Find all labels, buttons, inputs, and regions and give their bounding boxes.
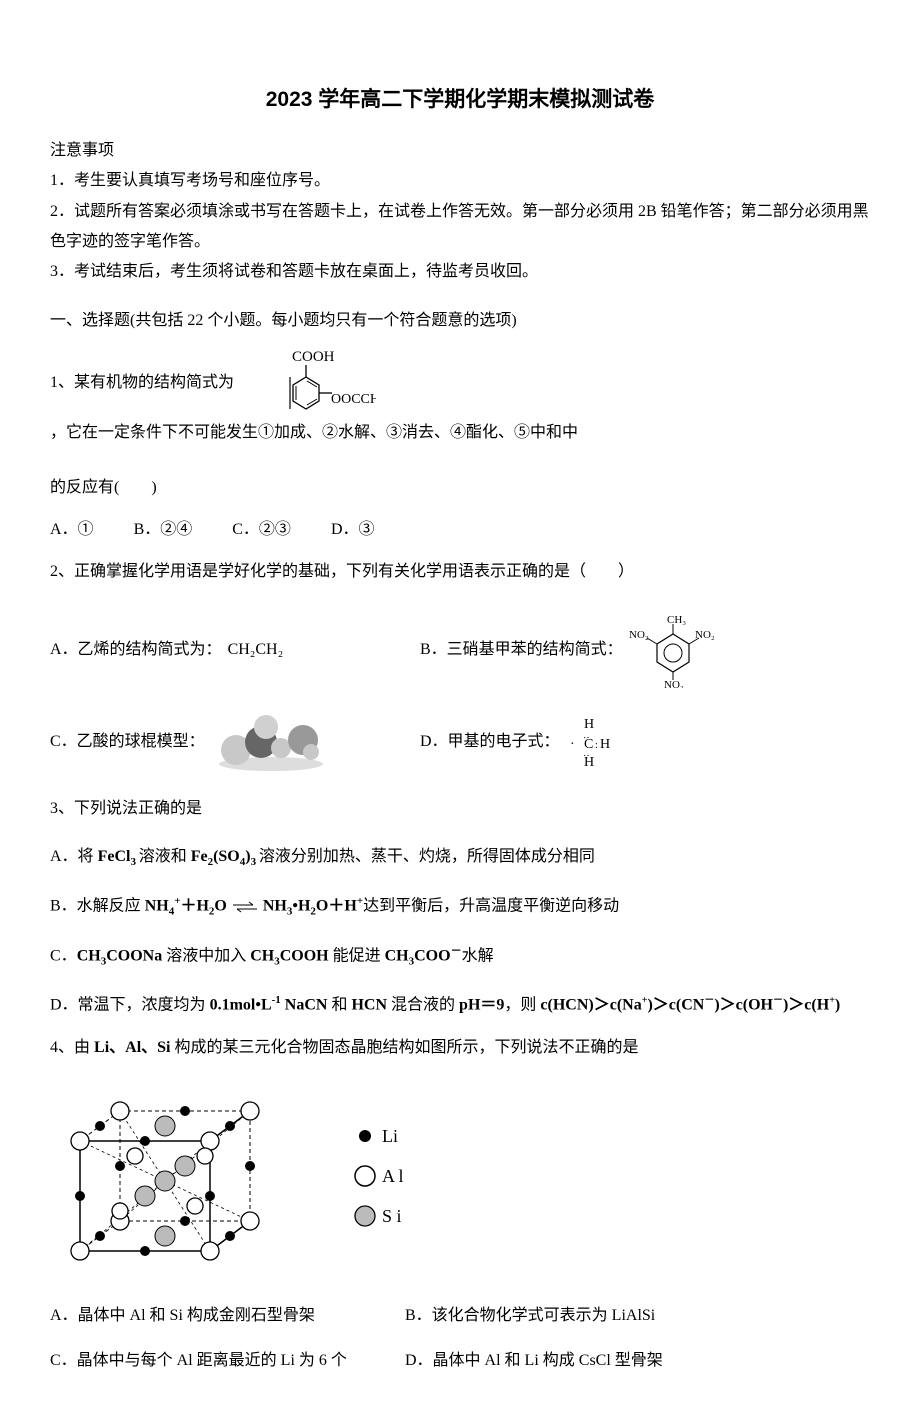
ball-stick-model-icon bbox=[211, 712, 331, 772]
q2-c-label: C．乙酸的球棍模型： bbox=[50, 727, 205, 757]
notice-header: 注意事项 bbox=[50, 136, 870, 166]
q4-stem-post: 构成的某三元化合物固态晶胞结构如图所示，下列说法不正确的是 bbox=[170, 1039, 638, 1056]
question-1: 1、某有机物的结构简式为 COOH OOCCH₃ ，它在一定条件下不可能发生①加… bbox=[50, 348, 870, 545]
svg-text:H: H bbox=[584, 755, 594, 768]
svg-text:CH₃: CH₃ bbox=[667, 614, 686, 626]
q2-d-label: D．甲基的电子式： bbox=[420, 727, 560, 757]
q1-opt-a: A．① bbox=[50, 515, 94, 545]
cooh-label: COOH bbox=[292, 349, 335, 365]
q4-stem-pre: 4、由 bbox=[50, 1039, 94, 1056]
legend-al: A l bbox=[382, 1166, 404, 1186]
q3-opt-d: D．常温下，浓度均为 0.1mol•L-1 NaCN 和 HCN 混合液的 pH… bbox=[50, 990, 870, 1021]
q3-opt-c: C．CH3COONa 溶液中加入 CH3COOH 能促进 CH3COO－水解 bbox=[50, 941, 870, 972]
page-title: 2023 学年高二下学期化学期末模拟测试卷 bbox=[50, 80, 870, 120]
svg-text:NO₂: NO₂ bbox=[695, 629, 715, 641]
svg-text:NO₂: NO₂ bbox=[664, 679, 684, 688]
q2-a-label: A．乙烯的结构简式为： bbox=[50, 635, 222, 665]
question-2: 2、正确掌握化学用语是学好化学的基础，下列有关化学用语表示正确的是（ ） A．乙… bbox=[50, 557, 870, 771]
q4-opt-a: A．晶体中 Al 和 Si 构成金刚石型骨架 bbox=[50, 1307, 315, 1324]
svg-text:·: · bbox=[570, 737, 575, 752]
notice-2: 2．试题所有答案必须填涂或书写在答题卡上，在试卷上作答无效。第一部分必须用 2B… bbox=[50, 197, 870, 258]
notice-1: 1．考生要认真填写考场号和座位序号。 bbox=[50, 166, 870, 196]
notice-3: 3．考试结束后，考生须将试卷和答题卡放在桌面上，待监考员收回。 bbox=[50, 257, 870, 287]
equilibrium-icon bbox=[231, 898, 259, 915]
svg-text:NO₂: NO₂ bbox=[629, 629, 649, 641]
q1-stem-c: 的反应有( ) bbox=[50, 473, 870, 503]
q1-opt-c: C．②③ bbox=[232, 515, 291, 545]
question-3: 3、下列说法正确的是 A．将 FeCl3 溶液和 Fe2(SO4)3 溶液分别加… bbox=[50, 794, 870, 1021]
oocch3-label: OOCCH₃ bbox=[331, 392, 376, 407]
crystal-cell-icon bbox=[50, 1081, 300, 1281]
q3-opt-b: B．水解反应 NH4+＋H2O NH3•H2O＋H+达到平衡后，升高温度平衡逆向… bbox=[50, 891, 870, 922]
q2-stem: 2、正确掌握化学用语是学好化学的基础，下列有关化学用语表示正确的是（ ） bbox=[50, 557, 870, 587]
crystal-legend: Li A l S i bbox=[350, 1116, 440, 1246]
legend-si: S i bbox=[382, 1206, 402, 1226]
question-4: 4、由 Li、Al、Si 构成的某三元化合物固态晶胞结构如图所示，下列说法不正确… bbox=[50, 1033, 870, 1376]
legend-li: Li bbox=[382, 1126, 398, 1146]
q1-stem-b: ，它在一定条件下不可能发生①加成、②水解、③消去、④酯化、⑤中和中 bbox=[50, 418, 578, 448]
svg-text::: : bbox=[595, 740, 598, 751]
q2-b-label: B．三硝基甲苯的结构简式： bbox=[420, 635, 623, 665]
q4-elements: Li、Al、Si bbox=[94, 1039, 170, 1056]
q4-opt-b: B．该化合物化学式可表示为 LiAlSi bbox=[405, 1307, 655, 1324]
benzene-structure-icon: COOH OOCCH₃ bbox=[236, 348, 376, 418]
q2-a-formula: CH₂CH₂ bbox=[228, 635, 284, 665]
q1-opt-d: D．③ bbox=[331, 515, 375, 545]
section-1-title: 一、选择题(共包括 22 个小题。每小题均只有一个符合题意的选项) bbox=[50, 306, 870, 336]
q4-opt-c: C．晶体中与每个 Al 距离最近的 Li 为 6 个 bbox=[50, 1352, 347, 1369]
q3-opt-a: A．将 FeCl3 溶液和 Fe2(SO4)3 溶液分别加热、蒸干、灼烧，所得固… bbox=[50, 842, 870, 873]
q1-opt-b: B．②④ bbox=[134, 515, 193, 545]
q4-opt-d: D．晶体中 Al 和 Li 构成 CsCl 型骨架 bbox=[405, 1352, 663, 1369]
q1-stem-a: 1、某有机物的结构简式为 bbox=[50, 368, 234, 398]
tnt-structure-icon: CH₃ NO₂ NO₂ NO₂ bbox=[629, 612, 717, 688]
methyl-electron-icon: H ‥ · C : H ‥ H bbox=[570, 716, 610, 768]
svg-text:H: H bbox=[600, 737, 610, 752]
q3-stem: 3、下列说法正确的是 bbox=[50, 794, 870, 824]
